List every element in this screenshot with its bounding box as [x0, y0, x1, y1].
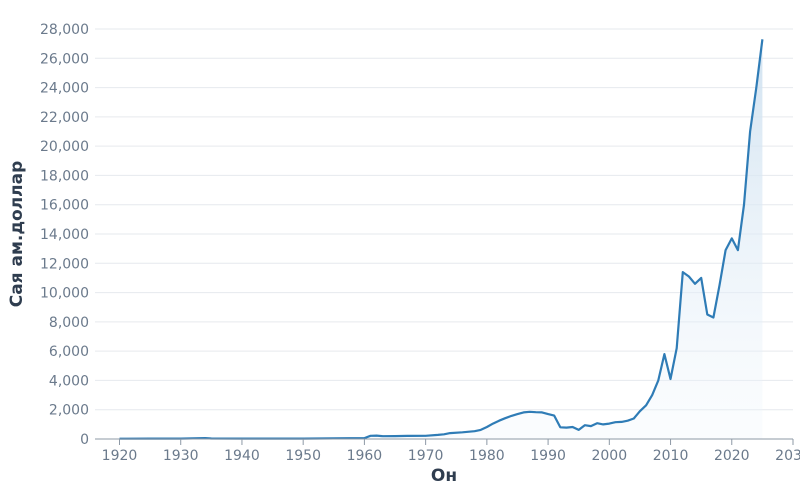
y-tick-label: 4,000 [49, 373, 89, 389]
y-tick-label: 2,000 [49, 403, 89, 419]
x-tick-label: 2010 [653, 448, 689, 464]
x-axis-ticks: 1920 1930 1940 1950 1960 1970 1980 1990 2000 2010… [102, 439, 800, 464]
x-tick-label: 1990 [530, 448, 566, 464]
series-area [119, 39, 763, 440]
grid-lines [95, 28, 793, 411]
y-tick-label: 6,000 [49, 344, 89, 360]
y-tick-label: 28,000 [40, 22, 89, 38]
y-tick-label: 26,000 [40, 51, 89, 67]
x-tick-label: 1940 [224, 448, 260, 464]
series-area-layer [119, 39, 763, 440]
x-tick-label: 2000 [591, 448, 627, 464]
y-tick-label: 22,000 [40, 110, 89, 126]
x-tick-label: 1960 [347, 448, 383, 464]
x-tick-label: 1980 [469, 448, 505, 464]
series-line-layer [119, 39, 764, 440]
y-tick-label: 18,000 [40, 168, 89, 184]
x-axis-title: Он [431, 466, 457, 486]
x-tick-label: 1970 [408, 448, 444, 464]
y-tick-label: 20,000 [40, 139, 89, 155]
y-tick-label: 10,000 [40, 286, 89, 302]
x-tick-label: 1920 [102, 448, 138, 464]
y-tick-label: 8,000 [49, 315, 89, 331]
x-tick-label: 1950 [285, 448, 321, 464]
x-tick-label: 2030 [775, 448, 800, 464]
y-axis-title: Сая ам.доллар [7, 161, 27, 308]
y-tick-label: 0 [80, 432, 89, 448]
y-tick-label: 14,000 [40, 227, 89, 243]
y-axis-ticks: 0 2,000 4,000 6,000 8,000 10,000 12,000 14,000 1… [40, 22, 89, 448]
x-tick-label: 2020 [714, 448, 750, 464]
y-tick-label: 12,000 [40, 256, 89, 272]
series-line [119, 39, 764, 440]
y-tick-label: 16,000 [40, 198, 89, 214]
y-tick-label: 24,000 [40, 81, 89, 97]
x-tick-label: 1930 [163, 448, 199, 464]
